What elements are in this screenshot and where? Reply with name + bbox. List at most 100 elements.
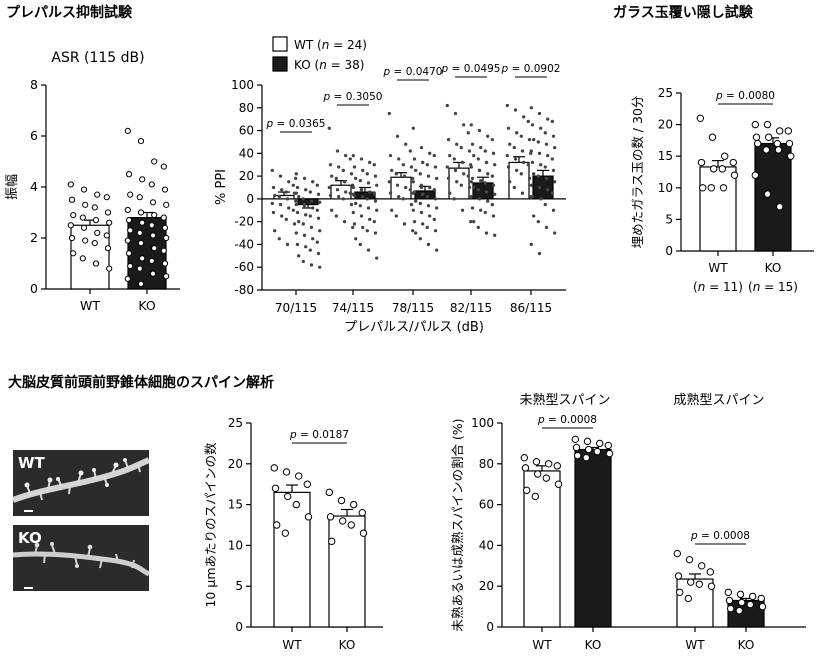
data-point-ko (462, 172, 466, 176)
data-point-ko (466, 131, 470, 135)
data-point-ko (527, 138, 532, 142)
data-point-wt (151, 158, 158, 165)
data-point-ko (351, 185, 355, 190)
data-point-ko (484, 231, 489, 235)
data-point-ko (402, 174, 407, 178)
data-point-ko (520, 191, 525, 195)
y-tick-label: 10 (658, 181, 673, 195)
data-point-ko (530, 160, 535, 165)
data-point-ko (513, 108, 518, 112)
data-point-ko (477, 197, 482, 201)
data-point-ko (351, 153, 355, 158)
data-point-ko (539, 197, 543, 201)
data-point-wt (79, 214, 86, 221)
data-point-ko (304, 188, 308, 192)
bar-wt (273, 194, 295, 200)
data-point-ko (428, 214, 432, 218)
data-point-ko (395, 183, 400, 187)
data-point-wt (585, 445, 593, 454)
data-point-ko (278, 174, 283, 178)
data-point-ko (354, 201, 358, 206)
y-tick-label: 15 (658, 149, 673, 163)
p-value-label: p = 0.0365 (266, 118, 326, 130)
data-point-ko (395, 134, 400, 138)
y-tick-label: 60 (239, 124, 254, 138)
data-point-ko (337, 165, 341, 169)
data-point-ko (421, 160, 425, 165)
data-point-ko (304, 245, 308, 249)
data-point-ko (311, 237, 315, 241)
data-point-ko (330, 174, 334, 178)
data-point-wt (284, 492, 292, 501)
data-point-ko (491, 183, 496, 187)
data-point-ko (550, 119, 554, 124)
data-point-ko (294, 191, 298, 195)
data-point-wt (684, 594, 692, 603)
chart-asr: ASR (115 dB) 振幅 0 2 4 6 8 WT KO (5, 50, 180, 313)
data-point-wt (746, 600, 754, 609)
data-point-wt (725, 596, 734, 605)
data-point-ko (490, 202, 494, 207)
data-point-ko (448, 153, 452, 158)
y-tick-label: 25 (228, 416, 243, 430)
data-point-wt (773, 139, 781, 148)
data-point-ko (477, 128, 482, 133)
data-point-ko (372, 163, 376, 167)
data-point-ko (519, 172, 523, 176)
data-point-ko (308, 214, 312, 218)
data-point-ko (476, 157, 480, 161)
y-tick-label: 15 (228, 498, 243, 512)
y-tick-label: 4 (30, 179, 38, 194)
y-tick-label: 5 (665, 212, 673, 226)
data-point-ko (425, 194, 429, 199)
data-point-ko (551, 168, 556, 173)
data-point-ko (469, 165, 473, 169)
data-point-wt (127, 227, 134, 234)
bar-wt (70, 224, 110, 290)
data-point-ko (327, 126, 331, 130)
bar-ko (297, 198, 319, 206)
data-point-ko (273, 229, 277, 233)
data-point-ko (544, 142, 549, 146)
data-point-wt (137, 209, 145, 216)
data-point-ko (328, 163, 333, 167)
data-point-ko (452, 197, 456, 201)
data-point-ko (401, 197, 405, 201)
data-point-ko (491, 214, 496, 218)
data-point-ko (411, 180, 415, 184)
x-tick-label: KO (765, 261, 782, 275)
data-point-ko (522, 160, 526, 165)
data-point-ko (550, 191, 554, 195)
data-point-wt (339, 517, 347, 525)
data-point-wt (161, 186, 169, 193)
data-point-ko (344, 190, 348, 194)
data-point-ko (284, 217, 288, 222)
data-point-ko (388, 191, 393, 195)
chart-title: ASR (115 dB) (51, 50, 144, 66)
x-tick-label: KO (585, 638, 602, 652)
data-point-ko (493, 192, 497, 196)
data-point-ko (419, 145, 424, 150)
data-point-ko (342, 220, 347, 224)
data-point-ko (334, 176, 338, 181)
data-point-wt (149, 270, 157, 277)
data-point-ko (435, 248, 439, 252)
y-tick-label: 40 (479, 538, 494, 552)
data-point-ko (412, 157, 417, 161)
data-point-ko (428, 151, 432, 155)
y-tick-label: 40 (239, 146, 254, 160)
data-point-wt (104, 209, 112, 216)
data-point-wt (350, 500, 358, 509)
p-value-label: p = 0.0187 (289, 429, 349, 441)
data-point-ko (544, 225, 549, 230)
section-title-prepulse: プレパルス抑制試験 (6, 4, 133, 21)
y-tick-label: 20 (228, 457, 243, 471)
data-point-ko (394, 214, 398, 218)
data-point-ko (486, 172, 490, 176)
data-point-wt (729, 158, 737, 167)
data-point-wt (106, 265, 113, 272)
data-point-ko (553, 231, 557, 235)
bar-wt (390, 176, 412, 200)
data-point-wt (325, 488, 333, 497)
